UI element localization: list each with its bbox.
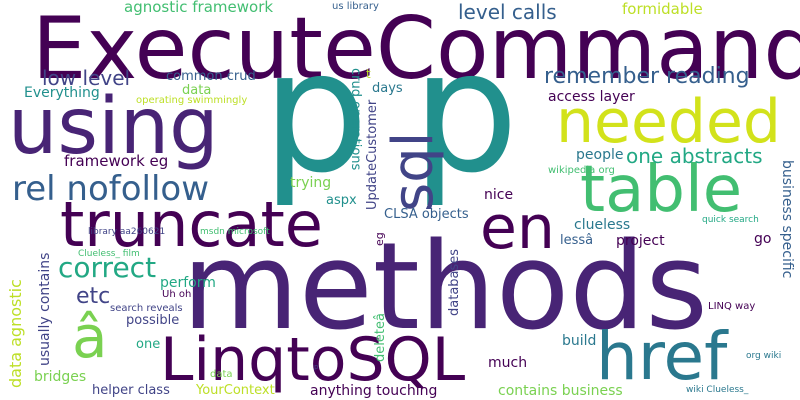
word-org-wiki: org wiki: [746, 351, 782, 361]
word-executecommand: ExecuteCommand: [32, 0, 800, 99]
word-data-agnostic: data agnostic: [6, 279, 25, 388]
word-framework-eg: framework eg: [64, 152, 169, 170]
word-methods: methods: [182, 218, 708, 357]
word-p-2: p: [412, 14, 519, 210]
word-remember-reading: remember reading: [544, 64, 750, 89]
word-data-2: data: [210, 369, 233, 380]
word-crud-operations: crud operations: [348, 68, 363, 171]
word-operating-swimmingly: operating swimmingly: [136, 95, 248, 106]
word-wiki-clueless: wiki Clueless_: [686, 385, 749, 395]
word-en: en: [480, 193, 555, 263]
word-delete-a: deleteâ: [373, 313, 388, 362]
word-data-1: data: [182, 83, 212, 98]
word-linqtosql: LinqtoSQL: [160, 325, 466, 395]
word-etc: etc: [76, 284, 111, 309]
word-table: table: [580, 153, 743, 227]
word-anything-touching: anything touching: [310, 383, 438, 399]
word-t: t: [366, 67, 371, 81]
word-common-crud: common crud: [166, 69, 256, 84]
word-low-level: low level: [42, 66, 131, 90]
word-one: one: [136, 337, 161, 352]
word-p-small: p: [314, 363, 319, 371]
word-linq-way: LINQ way: [708, 301, 756, 312]
word-helper-class: helper class: [92, 383, 170, 398]
word-truncate: truncate: [60, 188, 323, 261]
word-rel-nofollow: rel nofollow: [12, 169, 210, 209]
word-project: project: [616, 233, 665, 249]
word-library-aa260621: library aa260621: [88, 227, 166, 237]
word-perform: perform: [160, 275, 216, 291]
word-people: people: [576, 147, 624, 163]
word-less-a: lessâ: [560, 233, 594, 248]
word-clsa-objects: CLSA objects: [384, 207, 469, 222]
word-eg: eg: [373, 232, 386, 246]
word-usually-contains: usually contains: [37, 252, 53, 366]
word-access-layer: access layer: [548, 89, 635, 105]
word-level-calls: level calls: [458, 0, 557, 24]
word-clueless-film: Clueless_ film: [78, 249, 140, 259]
word-everything: Everything: [24, 85, 100, 101]
word-wikipedia-org: wikipedia org: [548, 165, 615, 176]
word-agnostic-framework: agnostic framework: [124, 0, 274, 16]
word-updatecustomer: UpdateCustomer: [365, 99, 380, 210]
word-databases: databases: [447, 248, 462, 316]
word-href: href: [596, 318, 728, 395]
word-contains-business: contains business: [498, 383, 623, 399]
word-go: go: [754, 231, 772, 247]
word-trying: trying: [290, 175, 332, 191]
word-a-circumflex: â: [72, 303, 108, 371]
word-uh-oh: Uh oh: [162, 289, 192, 300]
word-nice: nice: [484, 187, 514, 203]
word-one-abstracts: one abstracts: [626, 144, 763, 168]
word-much: much: [488, 355, 528, 371]
word-p-1: p: [262, 14, 369, 210]
word-business-specific: business specific: [779, 160, 795, 279]
word-aspx: aspx: [326, 193, 357, 208]
word-bridges: bridges: [34, 369, 87, 385]
word-yourcontext: YourContext: [196, 383, 275, 398]
word-sql: sql: [381, 131, 446, 212]
word-us-library: us library: [332, 1, 379, 12]
word-needed: needed: [556, 87, 781, 157]
word-possible: possible: [126, 313, 180, 328]
word-clueless: clueless: [574, 217, 631, 233]
word-build: build: [562, 333, 597, 349]
word-msdn-microsoft: msdn microsoft: [200, 227, 270, 237]
word-formidable: formidable: [622, 0, 703, 18]
word-using: using: [8, 82, 219, 172]
word-correct: correct: [58, 251, 157, 284]
word-quick-search: quick search: [702, 215, 759, 225]
word-days: days: [372, 81, 403, 96]
word-search-reveals: search reveals: [110, 303, 183, 314]
